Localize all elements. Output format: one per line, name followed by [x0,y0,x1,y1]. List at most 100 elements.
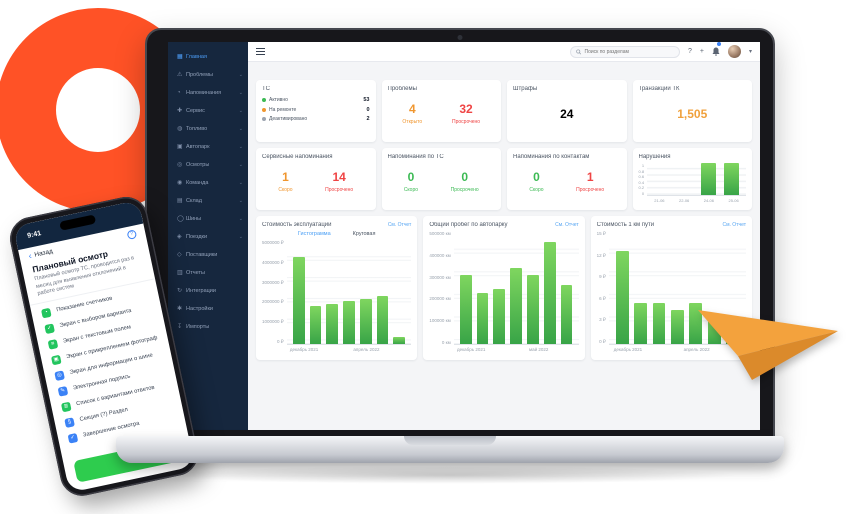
team-icon: ◉ [177,180,183,186]
warning-icon: ⚠ [177,72,183,78]
card-title: Проблемы [387,86,417,92]
chevron-down-icon: ⌄ [238,108,243,114]
sidebar-item-reminders[interactable]: ◔ Напоминания ⌄ [168,84,248,102]
stat-value: 4 [408,102,416,117]
tab-histogram[interactable]: Гистограмма [297,231,331,237]
camera-icon: ▣ [50,354,62,365]
gear-icon: ✱ [177,306,183,312]
sidebar-item-label: Сервис [186,108,205,114]
stat-label: Скоро [403,186,419,193]
help-icon[interactable]: ? [687,48,692,55]
cost-per-km-card: Стоимость 1 км пути См. Отчет 15 ₽12 ₽9 … [590,216,752,360]
chart-bar [476,293,489,344]
cloud-import-icon: ↧ [177,324,183,330]
tire-icon: ◎ [54,369,65,381]
sidebar: ▦ Главная ⚠ Проблемы ⌄ ◔ Напоминания ⌄ ✚… [168,42,248,430]
back-chevron-icon[interactable]: ‹ [27,250,33,261]
sidebar-item-label: Проблемы [186,72,213,78]
issues-card: Проблемы 4 Открыто 32 Просрочено [381,80,501,142]
sidebar-item-reports[interactable]: ▥ Отчеты [168,264,248,282]
wrench-icon: ✚ [177,108,183,114]
sidebar-item-label: Поездки [186,234,208,240]
operating-cost-card: Стоимость эксплуатации См. Отчет Гистогр… [256,216,418,360]
topbar: ? + ▾ [248,42,760,62]
card-title: Нарушения [638,154,671,160]
profile-caret-icon[interactable]: ▾ [748,49,752,55]
sidebar-item-trips[interactable]: ◈ Поездки ⌄ [168,228,248,246]
stat-value: 1 [586,170,594,185]
card-title: Напоминания по ТС [387,154,444,160]
status-time: 9:41 [26,229,42,240]
fines-card: Штрафы 24 [507,80,627,142]
vehicle-reminders-card: Напоминания по ТС 0 Скоро 0 Просрочено [381,148,501,210]
card-title: Транзакции ТК [638,86,680,92]
violations-chart: 1 0.8 0.6 0.4 0.2 0 21-06 22-06 24-06 25-06 [639,163,746,204]
dashboard-app: ▦ Главная ⚠ Проблемы ⌄ ◔ Напоминания ⌄ ✚… [168,42,760,430]
stat-value: 14 [332,170,346,185]
tab-pie[interactable]: Круговая [352,231,376,237]
sidebar-item-tires[interactable]: ◯ Шины ⌄ [168,210,248,228]
sidebar-item-imports[interactable]: ↧ Импорты [168,318,248,336]
card-title: Напоминания по контактам [513,154,590,160]
status-value: 2 [366,116,370,122]
sidebar-item-fleet[interactable]: ▣ Автопарк ⌄ [168,138,248,156]
status-label: Деактивировано [269,116,308,122]
see-report-link[interactable]: См. Отчет [387,222,412,228]
warehouse-icon: ▤ [177,198,183,204]
notification-badge [716,42,721,46]
laptop-base [116,436,784,463]
search-icon [576,48,582,54]
sidebar-item-label: Отчеты [186,270,206,276]
stat: 4 Открыто [402,102,422,125]
vehicle-reminders-stats: 0 Скоро 0 Просрочено [388,160,496,204]
service-reminders-card: Сервисные напоминания 1 Скоро 14 Просроч… [256,148,376,210]
fuel-transactions-card: Транзакции ТК 1,505 [632,80,752,142]
hamburger-menu-icon[interactable] [256,48,265,55]
truck-icon: ▣ [177,144,183,150]
fleet-mileage-card: Общий пробег по автопарку См. Отчет 5000… [423,216,585,360]
search-input[interactable] [584,48,674,55]
sidebar-item-label: Топливо [186,126,208,132]
inspection-icon: ◎ [177,162,183,168]
webcam-icon [457,35,463,40]
chart-bar [359,299,372,344]
search-box[interactable] [569,45,680,58]
sidebar-item-label: Команда [186,180,209,186]
sidebar-item-team[interactable]: ◉ Команда ⌄ [168,174,248,192]
sidebar-item-service[interactable]: ✚ Сервис ⌄ [168,102,248,120]
chevron-down-icon: ⌄ [238,90,243,96]
operating-cost-chart: 5000000 ₽4000000 ₽3000000 ₽2000000 ₽1000… [262,240,412,354]
fuel-transactions-value: 1,505 [677,107,708,121]
sidebar-item-warehouse[interactable]: ▤ Склад ⌄ [168,192,248,210]
stat-label: Просрочено [450,186,479,193]
card-title: Штрафы [513,86,538,92]
sidebar-item-label: Напоминания [186,90,222,96]
bell-icon: ◔ [177,90,181,96]
notifications-bell-icon[interactable] [712,42,721,61]
sidebar-item-home[interactable]: ▦ Главная [168,48,248,66]
sidebar-item-integrations[interactable]: ↻ Интеграции [168,282,248,300]
sidebar-item-issues[interactable]: ⚠ Проблемы ⌄ [168,66,248,84]
fines-value: 24 [560,107,574,121]
sidebar-item-suppliers[interactable]: ◇ Поставщики [168,246,248,264]
suppliers-icon: ◇ [177,252,182,258]
add-icon[interactable]: + [699,48,704,55]
sidebar-item-fuel[interactable]: ◍ Топливо ⌄ [168,120,248,138]
sidebar-item-settings[interactable]: ✱ Настройки [168,300,248,318]
list-icon: ≣ [60,401,72,412]
info-icon[interactable]: ? [126,228,138,240]
chart-bar [527,275,539,344]
dashboard-content: ТС Активно 53 На ремонте 0 [248,62,760,430]
violations-card: Нарушения 1 0.8 0.6 0.4 0.2 0 21-06 22-06 24-06 2… [632,148,752,210]
chevron-down-icon: ⌄ [238,180,243,186]
see-report-link[interactable]: См. Отчет [555,222,579,228]
vehicle-status-row: Активно 53 [262,97,370,103]
chart-bar [459,275,472,344]
see-report-link[interactable]: См. Отчет [722,222,746,228]
stat-value: 0 [461,170,468,185]
chart-bar [543,242,556,344]
chart-bar [723,163,739,195]
stat-value: 1 [282,170,289,185]
user-avatar[interactable] [727,45,741,58]
sidebar-item-inspections[interactable]: ◎ Осмотры ⌄ [168,156,248,174]
